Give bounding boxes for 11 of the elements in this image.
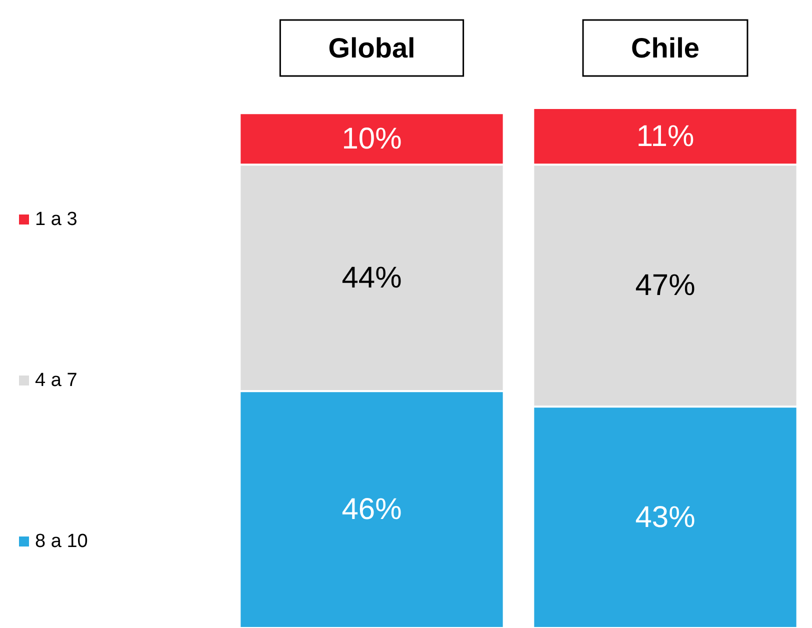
legend-label: 4 a 7 [35, 370, 78, 391]
data-label: 43% [635, 500, 696, 534]
data-label: 44% [342, 261, 402, 294]
legend-label: 1 a 3 [35, 209, 78, 230]
data-label: 46% [342, 493, 402, 526]
x-tick-label: Chile [631, 32, 700, 64]
data-label: 11% [636, 120, 694, 153]
data-label: 47% [635, 269, 696, 302]
x-tick-label: Global [328, 32, 416, 64]
data-label: 10% [342, 122, 402, 156]
legend-label: 8 a 10 [35, 531, 88, 552]
